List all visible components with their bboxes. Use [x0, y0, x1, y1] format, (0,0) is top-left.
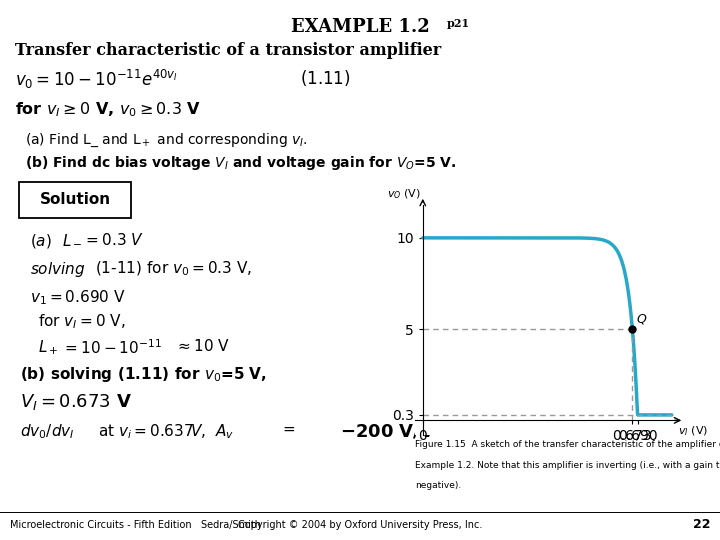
Text: =: = [282, 422, 294, 437]
Text: $\mathbf{-200\ V/V}$: $\mathbf{-200\ V/V}$ [340, 422, 435, 440]
Text: $solving$: $solving$ [30, 260, 86, 279]
Text: negative).: negative). [415, 482, 462, 490]
Text: $v_I$ (V): $v_I$ (V) [678, 424, 708, 438]
Text: Solution: Solution [40, 192, 111, 207]
Text: $(a)$: $(a)$ [30, 232, 52, 250]
Text: Copyright © 2004 by Oxford University Press, Inc.: Copyright © 2004 by Oxford University Pr… [238, 520, 482, 530]
Text: (1-11) for $v_0 = 0.3$ V,: (1-11) for $v_0 = 0.3$ V, [95, 260, 252, 279]
Text: $v_O$ (V): $v_O$ (V) [387, 188, 421, 201]
Text: $= 10 - 10^{-11}$: $= 10 - 10^{-11}$ [62, 338, 162, 357]
Text: $L_+$: $L_+$ [38, 338, 58, 357]
Text: $L_-$: $L_-$ [62, 232, 82, 247]
Text: EXAMPLE 1.2: EXAMPLE 1.2 [291, 18, 429, 36]
Text: 22: 22 [693, 518, 710, 531]
Text: Microelectronic Circuits - Fifth Edition   Sedra/Smith: Microelectronic Circuits - Fifth Edition… [10, 520, 261, 530]
Text: for $v_I = 0$ V,: for $v_I = 0$ V, [38, 312, 125, 330]
Text: $v_1 = 0.690$ V: $v_1 = 0.690$ V [30, 288, 126, 307]
Text: $dv_0 / dv_I$: $dv_0 / dv_I$ [20, 422, 75, 441]
Text: Example 1.2. Note that this amplifier is inverting (i.e., with a gain that is: Example 1.2. Note that this amplifier is… [415, 461, 720, 470]
Text: at $v_i = 0.637V$,  $A_v$: at $v_i = 0.637V$, $A_v$ [98, 422, 234, 441]
Text: for $v_I \geq 0$ V, $v_0 \geq 0.3$ V: for $v_I \geq 0$ V, $v_0 \geq 0.3$ V [15, 100, 201, 119]
FancyBboxPatch shape [19, 182, 131, 218]
Text: $(1.11)$: $(1.11)$ [300, 68, 351, 88]
Text: (b) Find dc bias voltage $V_I$ and voltage gain for $V_O$=5 V.: (b) Find dc bias voltage $V_I$ and volta… [25, 154, 456, 172]
Text: $v_0 = 10 - 10^{-11}e^{40v_I}$: $v_0 = 10 - 10^{-11}e^{40v_I}$ [15, 68, 178, 91]
Text: (a) Find L_ and L$_+$ and corresponding $v_I$.: (a) Find L_ and L$_+$ and corresponding … [25, 132, 307, 149]
Text: $= 0.3$ $V$: $= 0.3$ $V$ [83, 232, 144, 248]
Text: $Q$: $Q$ [636, 312, 647, 326]
Text: Transfer characteristic of a transistor amplifier: Transfer characteristic of a transistor … [15, 42, 441, 59]
Text: $\approx 10$ V: $\approx 10$ V [175, 338, 230, 354]
Text: $V_I = 0.673$ V: $V_I = 0.673$ V [20, 392, 132, 412]
Text: Figure 1.15  A sketch of the transfer characteristic of the amplifier of: Figure 1.15 A sketch of the transfer cha… [415, 441, 720, 449]
Text: p21: p21 [447, 18, 470, 29]
Text: (b) solving (1.11) for $v_0$=5 V,: (b) solving (1.11) for $v_0$=5 V, [20, 365, 267, 384]
